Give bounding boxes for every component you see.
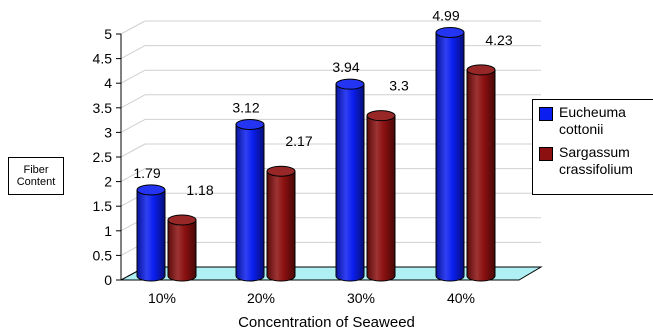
x-tick-label: 30% [347,290,375,306]
data-label-sargassum-10: 1.18 [186,182,213,198]
data-label-eucheuma-20: 3.12 [232,99,259,115]
gridline-side [120,69,146,84]
bar-eucheuma-10 [136,189,166,282]
y-tick-label: 1.5 [93,198,113,214]
bar-sargassum-20-top [266,165,296,177]
bar-eucheuma-10-top [136,184,166,196]
gridline-side [120,20,146,35]
y-tick-label: 3.5 [93,100,113,116]
legend-item-eucheuma: Eucheuma cottonii [539,104,653,138]
data-label-eucheuma-40: 4.99 [432,7,459,23]
gridline-side [120,45,146,60]
x-tick-label: 10% [148,290,176,306]
y-tick-label: 1 [104,223,112,239]
x-tick-label: 20% [247,290,275,306]
bar-sargassum-10 [167,219,197,282]
x-tick-label: 40% [447,290,475,306]
bar-eucheuma-30 [335,83,365,282]
legend-label-sargassum-line-2: crassifolium [559,161,633,177]
gridline-side [120,168,146,183]
bar-sargassum-30 [366,115,396,282]
data-label-sargassum-30: 3.3 [389,78,409,94]
bar-sargassum-30-top [366,110,396,122]
data-label-sargassum-20: 2.17 [285,133,312,149]
y-tick-label: 4 [104,75,112,91]
y-tick-label: 3 [104,124,112,140]
bar-eucheuma-20 [235,123,265,282]
legend-swatch-eucheuma [539,107,553,121]
y-tick-label: 0.5 [93,247,113,263]
legend-item-sargassum: Sargassum crassifolium [539,144,653,178]
legend: Eucheuma cottonii Sargassum crassifolium [532,99,653,195]
y-tick-label: 5 [104,26,112,42]
legend-label-eucheuma-line-1: Eucheuma [559,104,626,120]
data-label-sargassum-40: 4.23 [485,32,512,48]
bar-eucheuma-30-top [335,78,365,90]
bar-eucheuma-40 [435,31,465,282]
y-axis-title-line-1: Fiber [23,164,49,176]
gridline-side [120,143,146,158]
data-label-eucheuma-30: 3.94 [332,59,359,75]
legend-swatch-sargassum [539,147,553,161]
data-label-eucheuma-10: 1.79 [133,165,160,181]
y-tick-label: 2 [104,174,112,190]
y-axis-title: Fiber Content [8,157,64,195]
bar-eucheuma-20-top [235,118,265,130]
gridline-side [120,118,146,133]
bar-sargassum-10-top [167,214,197,226]
x-axis-title: Concentration of Seaweed [238,314,415,331]
legend-label-eucheuma-line-2: cottonii [559,121,604,137]
gridline-side [120,94,146,109]
bar-sargassum-40-top [466,64,496,76]
bar-sargassum-40 [466,69,496,282]
y-axis-title-line-2: Content [16,176,56,188]
legend-label-sargassum-line-1: Sargassum [559,144,630,160]
bar-sargassum-20 [266,170,296,282]
bar-eucheuma-40-top [435,26,465,38]
y-tick-label: 0 [104,272,112,288]
y-tick-label: 2.5 [93,149,113,165]
y-tick-label: 4.5 [93,51,113,67]
